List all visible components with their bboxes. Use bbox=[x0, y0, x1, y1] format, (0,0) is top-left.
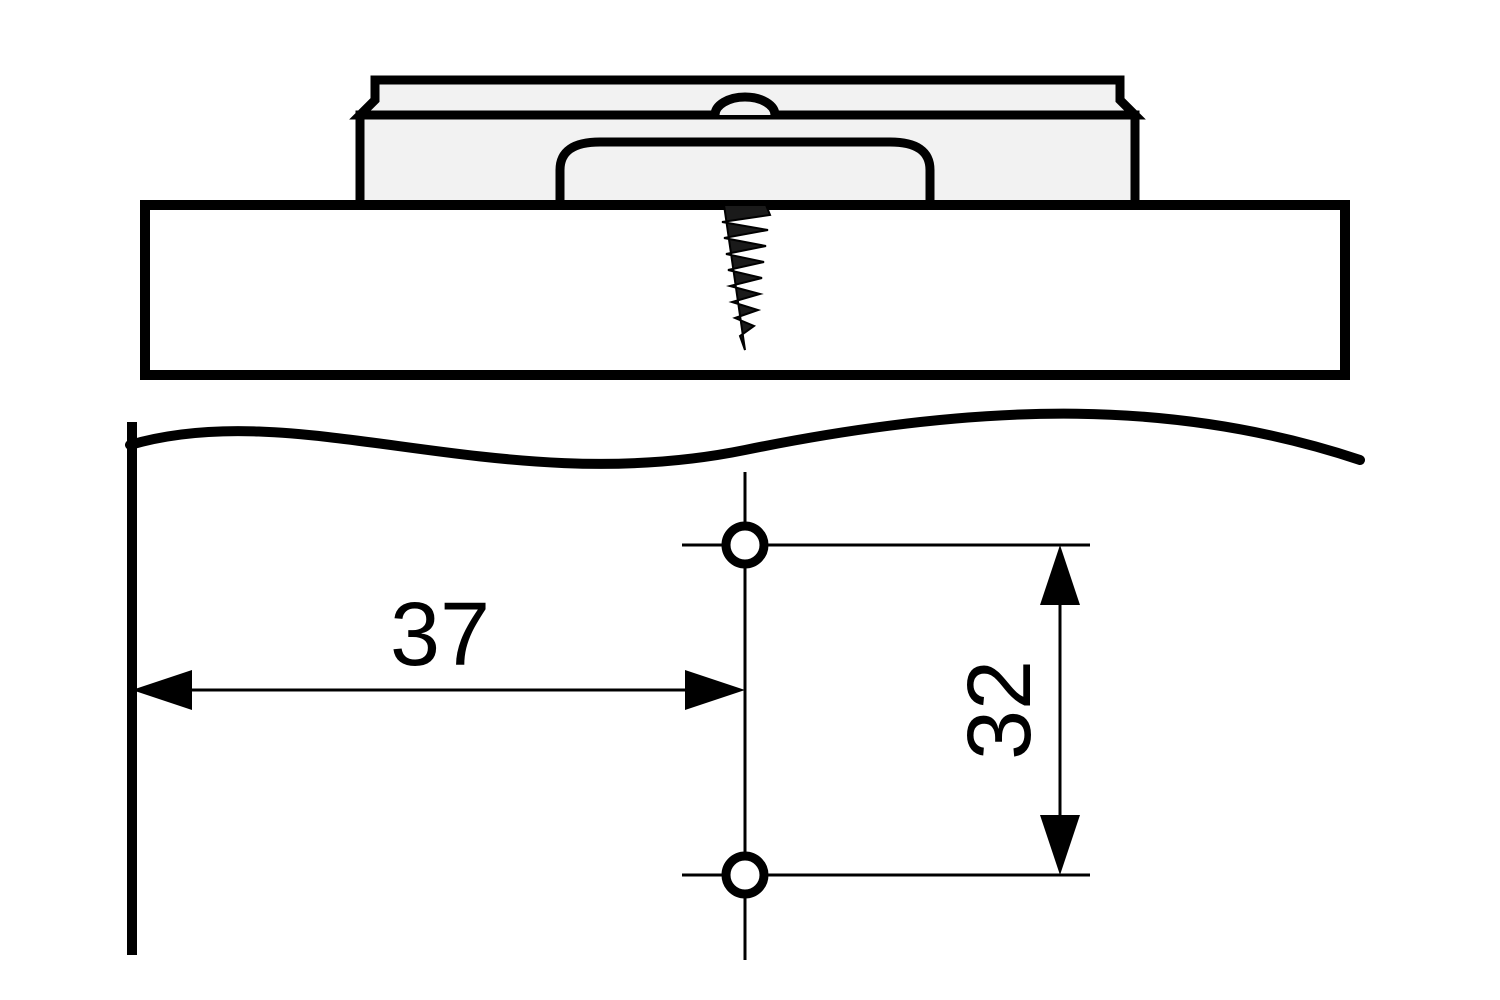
dimension-horizontal: 37 bbox=[132, 585, 745, 710]
plate-inner-slot bbox=[560, 142, 930, 205]
drill-hole-bottom bbox=[726, 856, 764, 894]
plate-center-bump bbox=[715, 97, 775, 115]
dimension-vertical-value: 32 bbox=[950, 660, 1050, 760]
dimension-horizontal-value: 37 bbox=[390, 585, 490, 685]
technical-drawing: 37 32 bbox=[0, 0, 1500, 1000]
dimension-vertical: 32 bbox=[950, 545, 1080, 875]
break-line-wave bbox=[130, 414, 1360, 464]
drill-hole-top bbox=[726, 526, 764, 564]
